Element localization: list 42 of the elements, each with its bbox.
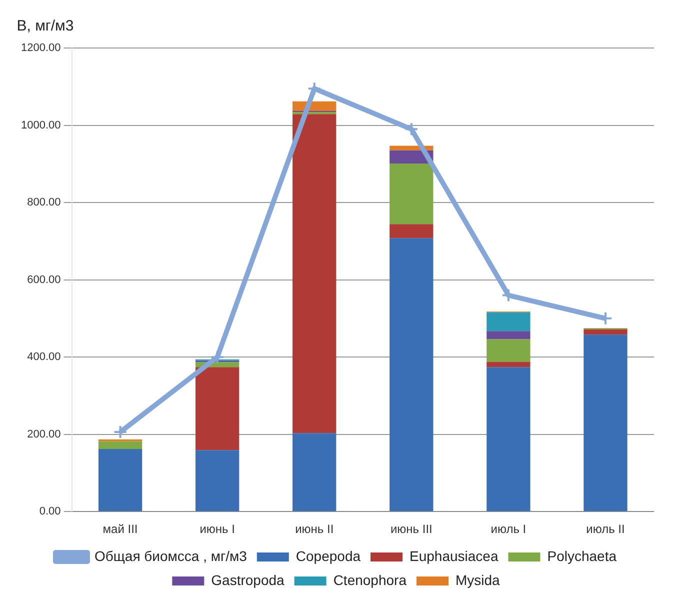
y-tick-label: 600.00 [27, 274, 61, 286]
legend-label: Общая биомсса , мг/м3 [94, 548, 248, 564]
bar [486, 312, 530, 332]
bar [486, 331, 530, 340]
bar [98, 449, 142, 512]
point [210, 350, 224, 364]
legend-label: Copepoda [296, 548, 361, 564]
y-tick-label: 200.00 [27, 428, 61, 440]
x-tick-label: июнь I [200, 522, 235, 536]
x-tick-label: июль I [490, 522, 526, 536]
legend-label: Euphausiacea [410, 548, 498, 564]
point [113, 425, 128, 440]
legend-label: Ctenophora [333, 572, 407, 588]
y-tick-label: 0.00 [39, 506, 61, 518]
bar [584, 334, 628, 512]
x-tick-label: июль II [586, 522, 625, 536]
bar [390, 164, 434, 224]
y-axis-title: B, мг/м3 [16, 18, 74, 35]
legend-label: Gastropoda [211, 572, 285, 588]
bar [292, 433, 336, 512]
bar [584, 329, 628, 335]
bar [292, 114, 336, 434]
x-tick-label: июнь III [390, 522, 432, 536]
y-tick-label: 400.00 [27, 351, 61, 364]
x-tick-label: май III [102, 522, 138, 536]
bar [390, 238, 434, 512]
legend-label: Mysida [455, 572, 500, 588]
bar [486, 362, 530, 368]
bar [195, 367, 240, 450]
y-tick-label: 1000.00 [20, 119, 61, 132]
legend-label: Polychaeta [547, 548, 617, 564]
point [404, 122, 418, 136]
x-tick-label: июнь II [295, 522, 334, 536]
bar [195, 450, 240, 512]
y-tick-label: 1200.00 [20, 42, 61, 54]
bar [390, 224, 434, 238]
bar [98, 441, 142, 450]
point [307, 82, 322, 96]
bar [486, 367, 530, 512]
point [501, 288, 516, 302]
bar [486, 339, 530, 362]
y-tick-label: 800.00 [27, 196, 61, 209]
